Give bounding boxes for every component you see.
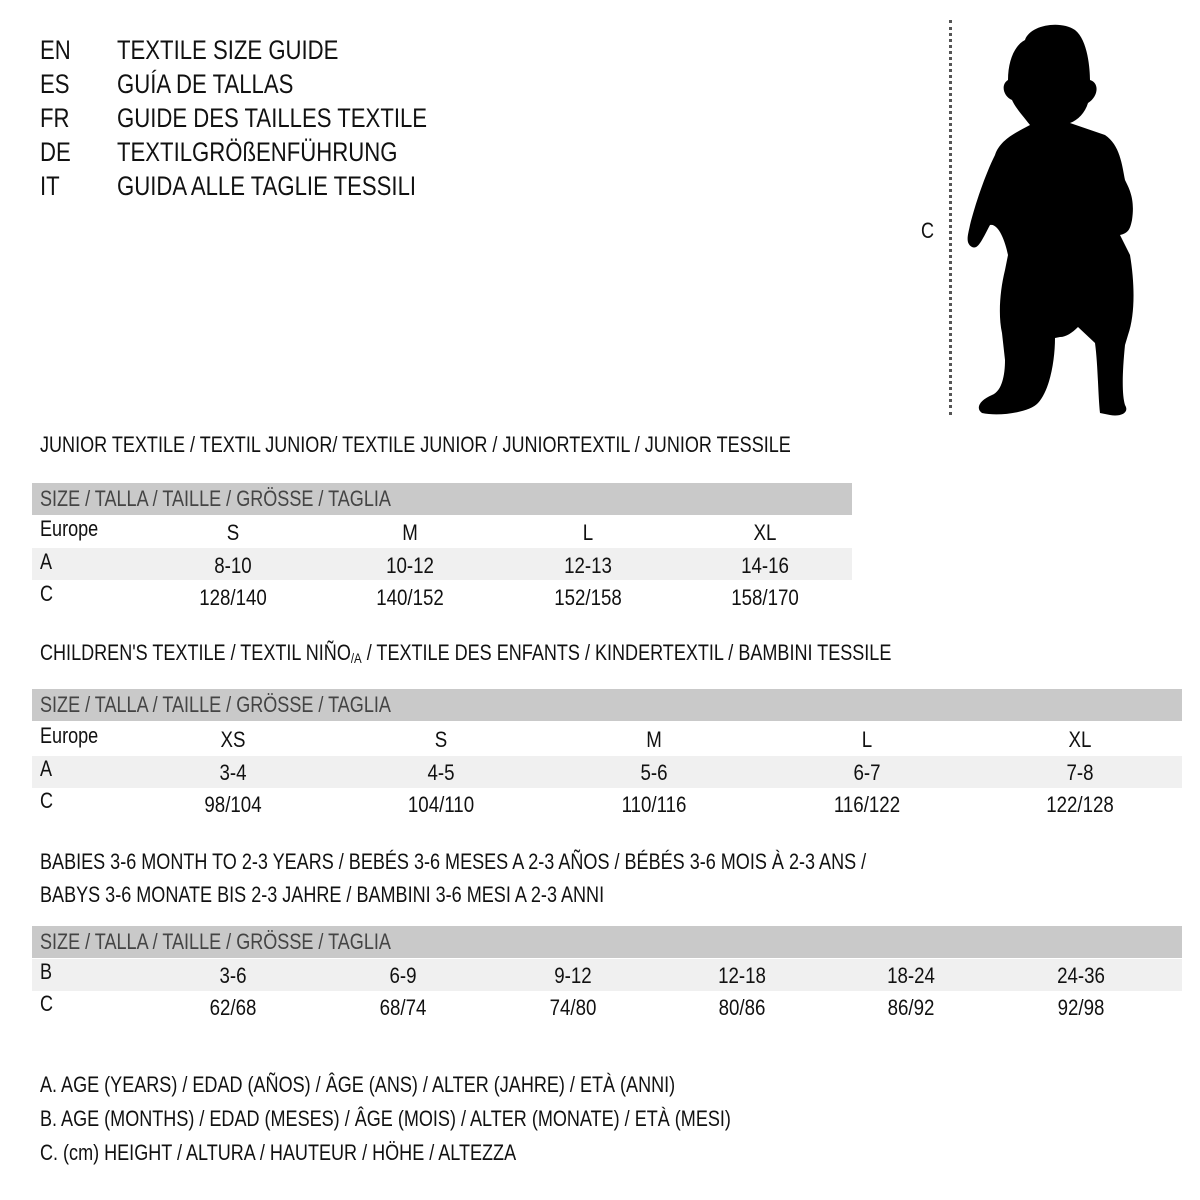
language-title: TEXTILGRÖßENFÜHRUNG [117,137,398,167]
alt-row-band [32,959,1182,991]
table-cell: 110/116 [621,792,687,817]
table-cell: 104/110 [407,792,475,817]
title-part: CHILDREN'S TEXTILE / TEXTIL NIÑO [40,640,351,665]
table-cell: 86/92 [887,995,935,1020]
table-cell: 7-8 [1066,760,1094,785]
row-label: C [40,788,54,813]
language-code: IT [40,171,60,201]
row-label: Europe [40,516,99,541]
table-cell: M [646,727,662,752]
language-title: GUIDA ALLE TAGLIE TESSILI [117,171,417,201]
table-cell: 8-10 [214,553,252,578]
table-header: SIZE / TALLA / TAILLE / GRÖSSE / TAGLIA [32,689,1182,721]
table-cell: 74/80 [549,995,597,1020]
table-cell: 62/68 [209,995,257,1020]
table-cell: 12-13 [564,553,612,578]
table-header: SIZE / TALLA / TAILLE / GRÖSSE / TAGLIA [32,926,1182,958]
table-cell: 158/170 [731,585,799,610]
table-header: SIZE / TALLA / TAILLE / GRÖSSE / TAGLIA [32,483,852,515]
legend-line: C. (cm) HEIGHT / ALTURA / HAUTEUR / HÖHE… [40,1140,517,1165]
child-silhouette-icon [967,24,1134,416]
height-dotted-line [949,20,952,415]
table-cell: 98/104 [204,792,262,817]
table-cell: 12-18 [718,963,766,988]
row-label: C [40,991,54,1016]
table-cell: 122/128 [1046,792,1114,817]
table-cell: 3-6 [219,963,247,988]
table-cell: S [434,727,448,752]
legend-line: B. AGE (MONTHS) / EDAD (MESES) / ÂGE (MO… [40,1106,731,1131]
table-cell: L [582,520,594,545]
language-title: GUÍA DE TALLAS [117,69,294,99]
babies-section-title-line2: BABYS 3-6 MONATE BIS 2-3 JAHRE / BAMBINI… [40,882,605,907]
row-label: C [40,581,54,606]
table-header-text: SIZE / TALLA / TAILLE / GRÖSSE / TAGLIA [40,486,391,511]
alt-row-band [32,756,1182,788]
table-cell: 10-12 [386,553,434,578]
table-header-text: SIZE / TALLA / TAILLE / GRÖSSE / TAGLIA [40,692,391,717]
language-code: ES [40,69,70,99]
table-cell: 3-4 [219,760,247,785]
babies-section-title-line1: BABIES 3-6 MONTH TO 2-3 YEARS / BEBÉS 3-… [40,849,867,874]
language-title: TEXTILE SIZE GUIDE [117,35,339,65]
children-section-title: CHILDREN'S TEXTILE / TEXTIL NIÑO/A / TEX… [40,638,891,673]
table-cell: 140/152 [376,585,444,610]
legend-line: A. AGE (YEARS) / EDAD (AÑOS) / ÂGE (ANS)… [40,1072,676,1097]
language-code: FR [40,103,70,133]
title-part: / TEXTILE DES ENFANTS / KINDERTEXTIL / B… [361,640,892,665]
measure-label: C [921,218,935,243]
table-cell: 116/122 [833,792,901,817]
table-cell: 68/74 [379,995,427,1020]
table-cell: XL [753,520,777,545]
language-title: GUIDE DES TAILLES TEXTILE [117,103,428,133]
table-cell: 4-5 [427,760,455,785]
table-cell: S [226,520,240,545]
table-cell: 14-16 [741,553,789,578]
table-header-text: SIZE / TALLA / TAILLE / GRÖSSE / TAGLIA [40,929,391,954]
language-code: EN [40,35,71,65]
alt-row-band [32,548,852,580]
table-cell: 92/98 [1057,995,1105,1020]
table-cell: 128/140 [199,585,267,610]
row-label: A [40,756,53,781]
table-cell: 9-12 [554,963,592,988]
table-cell: XS [220,727,246,752]
table-cell: 5-6 [640,760,668,785]
table-cell: 6-9 [389,963,417,988]
table-cell: XL [1068,727,1092,752]
table-cell: 6-7 [853,760,881,785]
table-cell: L [861,727,873,752]
table-cell: 152/158 [554,585,622,610]
row-label: B [40,959,53,984]
row-label: A [40,549,53,574]
table-cell: 80/86 [718,995,766,1020]
title-subscript: /A [350,650,362,666]
row-label: Europe [40,723,99,748]
table-cell: 24-36 [1057,963,1105,988]
table-cell: 18-24 [887,963,935,988]
language-code: DE [40,137,71,167]
table-cell: M [402,520,418,545]
junior-section-title: JUNIOR TEXTILE / TEXTIL JUNIOR/ TEXTILE … [40,432,791,457]
